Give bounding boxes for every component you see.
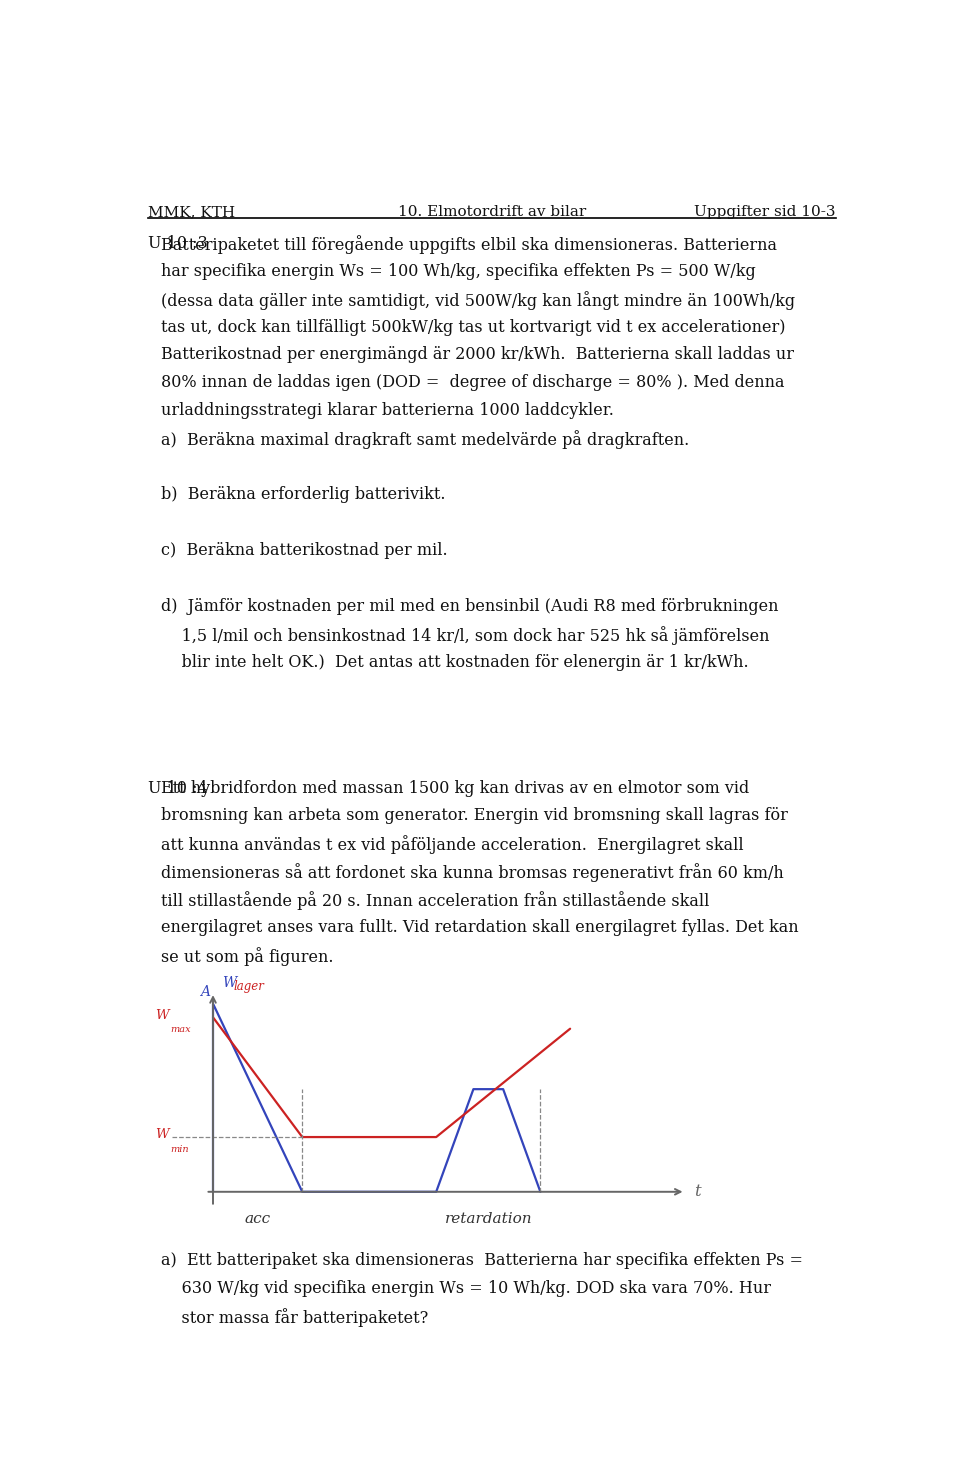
Text: Uppgifter sid 10-3: Uppgifter sid 10-3 — [694, 204, 836, 219]
Text: max: max — [170, 1025, 190, 1034]
Text: U 10 :4: U 10 :4 — [148, 779, 208, 797]
Text: energilagret anses vara fullt. Vid retardation skall energilagret fyllas. Det ka: energilagret anses vara fullt. Vid retar… — [161, 920, 799, 936]
Text: d)  Jämför kostnaden per mil med en bensinbil (Audi R8 med förbrukningen: d) Jämför kostnaden per mil med en bensi… — [161, 598, 779, 615]
Text: bromsning kan arbeta som generator. Energin vid bromsning skall lagras för: bromsning kan arbeta som generator. Ener… — [161, 807, 788, 825]
Text: lager: lager — [234, 980, 265, 994]
Text: har specifika energin Ws = 100 Wh/kg, specifika effekten Ps = 500 W/kg: har specifika energin Ws = 100 Wh/kg, sp… — [161, 262, 756, 280]
Text: A: A — [200, 985, 209, 1000]
Text: W: W — [155, 1009, 169, 1022]
Text: min: min — [170, 1145, 188, 1154]
Text: urladdningsstrategi klarar batterierna 1000 laddcykler.: urladdningsstrategi klarar batterierna 1… — [161, 403, 613, 419]
Text: MMK, KTH: MMK, KTH — [148, 204, 235, 219]
Text: retardation: retardation — [444, 1213, 532, 1226]
Text: W: W — [222, 976, 236, 989]
Text: (dessa data gäller inte samtidigt, vid 500W/kg kan långt mindre än 100Wh/kg: (dessa data gäller inte samtidigt, vid 5… — [161, 290, 795, 310]
Text: a)  Beräkna maximal dragkraft samt medelvärde på dragkraften.: a) Beräkna maximal dragkraft samt medelv… — [161, 431, 689, 449]
Text: Ett hybridfordon med massan 1500 kg kan drivas av en elmotor som vid: Ett hybridfordon med massan 1500 kg kan … — [161, 779, 749, 797]
Text: se ut som på figuren.: se ut som på figuren. — [161, 948, 333, 966]
Text: Batterikostnad per energimängd är 2000 kr/kWh.  Batterierna skall laddas ur: Batterikostnad per energimängd är 2000 k… — [161, 347, 794, 363]
Text: t: t — [694, 1183, 701, 1200]
Text: acc: acc — [245, 1213, 271, 1226]
Text: Batteripaketet till föregående uppgifts elbil ska dimensioneras. Batterierna: Batteripaketet till föregående uppgifts … — [161, 235, 777, 253]
Text: W: W — [155, 1129, 169, 1142]
Text: stor massa får batteripaketet?: stor massa får batteripaketet? — [161, 1308, 428, 1327]
Text: 1,5 l/mil och bensinkostnad 14 kr/l, som dock har 525 hk så jämförelsen: 1,5 l/mil och bensinkostnad 14 kr/l, som… — [161, 626, 769, 644]
Text: a)  Ett batteripaket ska dimensioneras  Batterierna har specifika effekten Ps =: a) Ett batteripaket ska dimensioneras Ba… — [161, 1253, 803, 1269]
Text: c)  Beräkna batterikostnad per mil.: c) Beräkna batterikostnad per mil. — [161, 542, 447, 558]
Text: 80% innan de laddas igen (DOD =  degree of discharge = 80% ). Med denna: 80% innan de laddas igen (DOD = degree o… — [161, 375, 784, 391]
Text: att kunna användas t ex vid påföljande acceleration.  Energilagret skall: att kunna användas t ex vid påföljande a… — [161, 835, 744, 855]
Text: blir inte helt OK.)  Det antas att kostnaden för elenergin är 1 kr/kWh.: blir inte helt OK.) Det antas att kostna… — [161, 653, 749, 671]
Text: dimensioneras så att fordonet ska kunna bromsas regenerativt från 60 km/h: dimensioneras så att fordonet ska kunna … — [161, 863, 783, 883]
Text: 10. Elmotordrift av bilar: 10. Elmotordrift av bilar — [397, 204, 587, 219]
Text: 630 W/kg vid specifika energin Ws = 10 Wh/kg. DOD ska vara 70%. Hur: 630 W/kg vid specifika energin Ws = 10 W… — [161, 1280, 771, 1297]
Text: tas ut, dock kan tillfälligt 500kW/kg tas ut kortvarigt vid t ex accelerationer): tas ut, dock kan tillfälligt 500kW/kg ta… — [161, 318, 785, 336]
Text: till stillastående på 20 s. Innan acceleration från stillastående skall: till stillastående på 20 s. Innan accele… — [161, 892, 709, 911]
Text: b)  Beräkna erforderlig batterivikt.: b) Beräkna erforderlig batterivikt. — [161, 486, 445, 504]
Text: U 10 :3: U 10 :3 — [148, 235, 208, 252]
